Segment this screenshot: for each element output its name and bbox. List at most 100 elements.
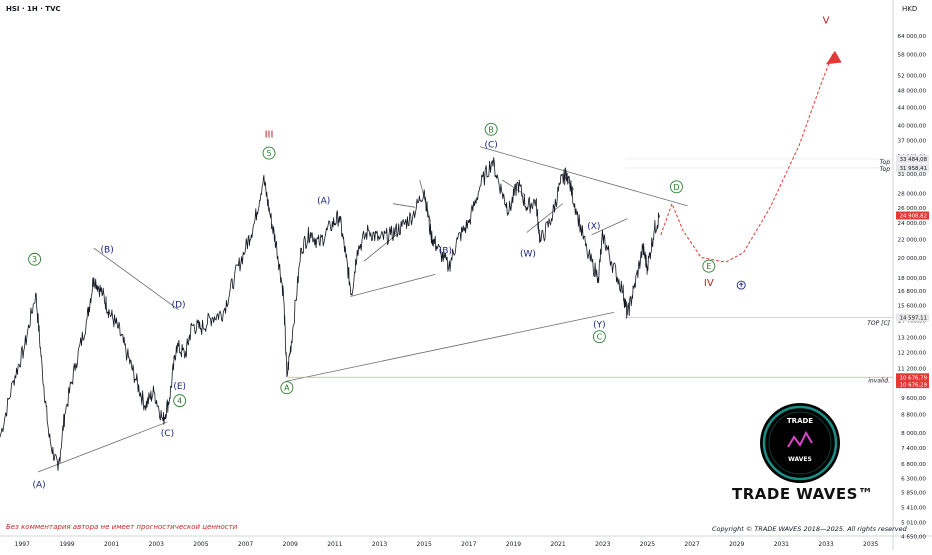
x-tick-label: 2033: [818, 541, 833, 548]
y-tick-label: 7 400,00: [901, 446, 926, 452]
y-tick-label: 16 800,00: [898, 289, 927, 295]
wave-label: (C): [161, 429, 174, 439]
x-tick-label: 2009: [283, 541, 298, 548]
currency-label: HKD: [902, 5, 918, 13]
y-tick-label: 15 600,00: [898, 303, 927, 309]
wave-circle-marker: [484, 122, 498, 136]
wave-circle-marker: [280, 381, 294, 395]
price-tag-label: 10 676,79: [900, 375, 928, 381]
price-tag-label: 33 484,08: [900, 157, 928, 163]
wave-label: IV: [704, 278, 714, 289]
wave-label: B: [488, 125, 494, 134]
y-tick-label: 26 000,00: [898, 206, 927, 212]
wave-label: C: [597, 333, 603, 342]
y-tick-label: 13 200,00: [898, 335, 927, 341]
x-tick-label: 2025: [640, 541, 655, 548]
price-tag-label: 24 908,82: [900, 214, 927, 220]
x-tick-label: 2017: [461, 541, 476, 548]
wave-label: (W): [520, 249, 536, 259]
price-tag-box: [896, 211, 929, 220]
wave-circle-marker: [262, 146, 276, 160]
wave-label: 5: [266, 149, 271, 158]
projection-arrow-icon: [826, 50, 842, 65]
y-tick-label: 40 000,00: [898, 124, 927, 130]
trendline: [93, 247, 179, 311]
trendline: [392, 203, 416, 208]
y-tick-label: 8 800,00: [901, 413, 926, 419]
y-tick-label: 31 000,00: [898, 172, 927, 178]
symbol-title: HSI · 1H · TVC: [6, 5, 61, 13]
trendline: [363, 233, 398, 262]
x-tick-label: 2011: [327, 541, 342, 548]
trendline: [502, 179, 525, 195]
x-tick-label: 1999: [59, 541, 74, 548]
y-tick-label: 20 000,00: [898, 256, 927, 262]
y-tick-label: 22 000,00: [898, 238, 927, 244]
trendline: [479, 146, 688, 207]
brand-name: TRADE WAVES™: [732, 485, 874, 503]
projection-path: [660, 53, 834, 263]
y-tick-label: 4 650,00: [901, 535, 926, 541]
y-tick-label: 28 000,00: [898, 192, 927, 198]
y-tick-label: 14 400,00: [898, 319, 927, 325]
x-tick-label: 1997: [15, 541, 30, 548]
price-tag-box: [896, 163, 929, 172]
wave-circle-marker: [669, 180, 683, 194]
logo-text-trade: TRADE: [786, 417, 814, 425]
level-label: TOP [C]: [867, 320, 890, 327]
wave-label: 3: [32, 255, 37, 264]
wave-label: A: [284, 384, 290, 393]
y-tick-label: 58 000,00: [898, 53, 927, 59]
wave-label: (Y): [593, 321, 606, 331]
price-tag-box: [896, 380, 929, 389]
y-tick-label: 64 000,00: [898, 34, 927, 40]
y-tick-label: 24 000,00: [898, 221, 927, 227]
x-tick-label: 2001: [104, 541, 119, 548]
wave-label: III: [265, 129, 274, 140]
y-tick-label: 44 000,00: [898, 105, 927, 111]
trendline: [285, 311, 615, 382]
price-tag-label: 31 958,41: [900, 166, 927, 172]
price-tag-box: [896, 373, 929, 382]
wave-label: (D): [172, 300, 186, 310]
y-tick-label: 5 850,00: [901, 491, 926, 497]
price-tag-box: [896, 313, 929, 322]
y-tick-label: 8 000,00: [901, 431, 926, 437]
x-tick-label: 2023: [595, 541, 610, 548]
wave-label: (B): [439, 247, 452, 257]
wave-label: D: [673, 183, 679, 192]
price-series-line: [0, 157, 661, 471]
trendline: [526, 203, 563, 233]
disclaimer-text: Без комментария автора не имеет прогност…: [6, 523, 238, 531]
level-label: Top: [880, 166, 891, 173]
wave-circle-marker: [173, 394, 187, 408]
x-tick-label: 2021: [550, 541, 565, 548]
x-tick-label: 2015: [417, 541, 432, 548]
level-label: invalid.: [868, 377, 890, 384]
y-tick-label: 11 200,00: [898, 367, 927, 373]
up-arrow-glyph: [738, 282, 744, 288]
wave-label: E: [706, 262, 711, 271]
wave-circle-marker: [28, 252, 42, 266]
trendline: [591, 218, 628, 236]
wave-label: (X): [587, 222, 600, 232]
wave-label: 4: [177, 397, 182, 406]
y-tick-label: 12 200,00: [898, 350, 927, 356]
x-tick-label: 2019: [506, 541, 521, 548]
x-tick-label: 2007: [238, 541, 253, 548]
y-tick-label: 18 000,00: [898, 276, 927, 282]
price-tag-label: 10 676,29: [900, 382, 928, 388]
wave-label: (E): [173, 382, 186, 392]
x-tick-label: 2027: [684, 541, 699, 548]
projection-layer: [660, 50, 842, 263]
x-tick-label: 2003: [149, 541, 164, 548]
y-tick-label: 9 600,00: [901, 396, 926, 402]
x-tick-label: 2029: [729, 541, 744, 548]
level-label: Top: [880, 159, 891, 166]
x-tick-label: 2035: [863, 541, 878, 548]
y-tick-label: 37 000,00: [898, 138, 927, 144]
y-tick-label: 5 010,00: [901, 520, 926, 526]
wave-circle-marker: [592, 330, 606, 344]
